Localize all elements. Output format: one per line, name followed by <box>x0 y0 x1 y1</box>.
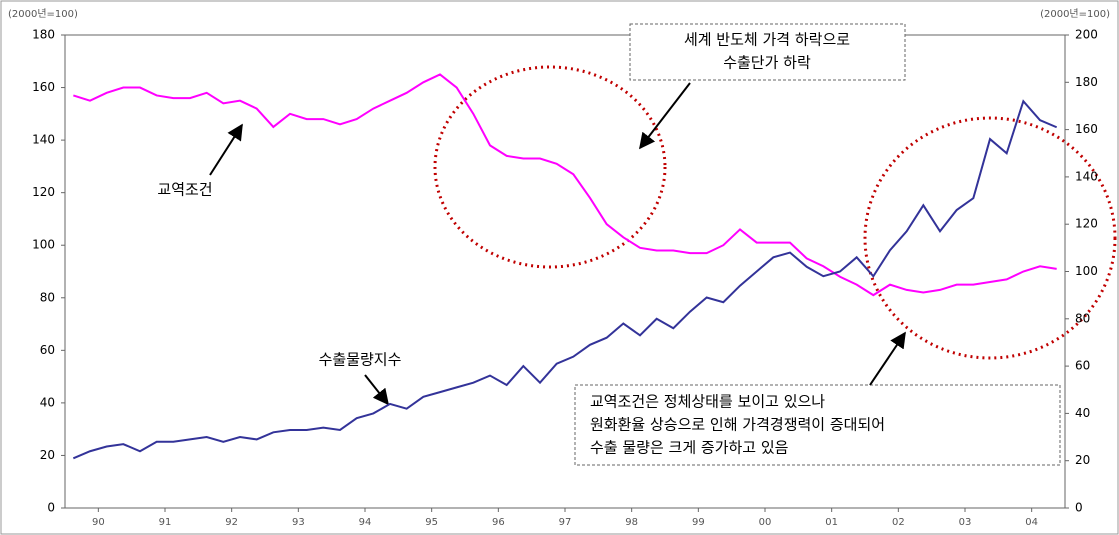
y-unit-label: (2000년=100) <box>8 8 78 20</box>
y2-tick-label: 200 <box>1075 28 1098 42</box>
highlight-ellipse <box>433 65 667 269</box>
series-line <box>73 73 1057 297</box>
highlight-ellipse <box>863 116 1117 360</box>
x-tick-label: 96 <box>492 517 505 528</box>
annotation-box <box>629 23 906 81</box>
annotation-text: 원화환율 상승으로 인해 가격경쟁력이 증대되어 <box>590 416 885 434</box>
y-tick-label: 20 <box>40 448 55 462</box>
y-tick-label: 120 <box>32 185 55 199</box>
y-tick-label: 80 <box>40 290 55 304</box>
y2-tick-label: 80 <box>1075 311 1090 325</box>
arrow <box>639 82 691 150</box>
x-tick-label: 98 <box>625 517 638 528</box>
x-tick-label: 92 <box>225 517 238 528</box>
x-tick-label: 94 <box>359 517 372 528</box>
x-tick-label: 04 <box>1025 517 1038 528</box>
y2-tick-label: 20 <box>1075 453 1090 467</box>
y-tick-label: 40 <box>40 395 55 409</box>
annotation-text: 교역조건은 정체상태를 보이고 있으나 <box>590 393 825 411</box>
x-tick-label: 93 <box>292 517 305 528</box>
series-label: 교역조건 <box>157 181 212 199</box>
arrow <box>869 331 906 386</box>
series-label: 수출물량지수 <box>319 351 402 369</box>
annotation-text: 수출단가 하락 <box>723 54 811 72</box>
series-line <box>72 99 1058 460</box>
annotation-box <box>574 384 1061 466</box>
x-tick-label: 97 <box>559 517 572 528</box>
x-tick-label: 03 <box>959 517 972 528</box>
arrow <box>364 374 389 406</box>
y2-tick-label: 100 <box>1075 264 1098 278</box>
y-tick-label: 140 <box>32 133 55 147</box>
y2-tick-label: 120 <box>1075 217 1098 231</box>
x-tick-label: 95 <box>425 517 438 528</box>
x-tick-label: 00 <box>759 517 772 528</box>
y-tick-label: 180 <box>32 28 55 42</box>
y2-unit-label: (2000년=100) <box>1040 8 1110 20</box>
y2-tick-label: 60 <box>1075 359 1090 373</box>
y-tick-label: 60 <box>40 343 55 357</box>
x-tick-label: 01 <box>825 517 838 528</box>
y2-tick-label: 40 <box>1075 406 1090 420</box>
arrow <box>209 123 243 176</box>
y-tick-label: 160 <box>32 80 55 94</box>
x-tick-label: 90 <box>92 517 105 528</box>
annotation-text: 수출 물량은 크게 증가하고 있음 <box>590 439 788 457</box>
x-tick-label: 02 <box>892 517 905 528</box>
y-tick-label: 100 <box>32 238 55 252</box>
y2-tick-label: 180 <box>1075 75 1098 89</box>
y2-tick-label: 160 <box>1075 122 1098 136</box>
y-tick-label: 0 <box>47 501 55 515</box>
annotation-text: 세계 반도체 가격 하락으로 <box>684 31 850 49</box>
x-tick-label: 91 <box>159 517 172 528</box>
y2-tick-label: 0 <box>1075 501 1083 515</box>
y2-tick-label: 140 <box>1075 169 1098 183</box>
x-tick-label: 99 <box>692 517 705 528</box>
